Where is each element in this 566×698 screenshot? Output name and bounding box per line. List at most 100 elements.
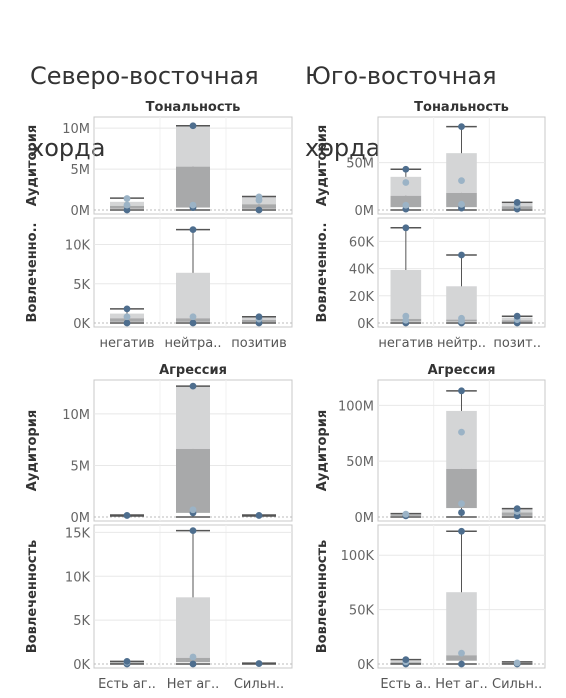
box-lower (446, 655, 477, 661)
box-lower (176, 166, 210, 208)
y-axis-label: Вовлеченно.. (315, 223, 330, 323)
data-point (402, 201, 410, 209)
data-point (402, 656, 410, 664)
x-category-label: Есть аг.. (98, 677, 156, 692)
data-point (458, 177, 465, 185)
y-tick-label: 0K (357, 317, 374, 332)
data-point (123, 195, 131, 202)
data-point (458, 500, 465, 507)
data-point (513, 659, 521, 667)
box-upper (176, 272, 210, 319)
box-upper (390, 176, 422, 196)
data-point (189, 660, 197, 668)
panel-frame (377, 524, 546, 669)
y-axis-label: Аудитория (315, 125, 330, 206)
data-point (458, 527, 465, 535)
data-point (123, 657, 131, 665)
y-tick-label: 50K (349, 604, 375, 619)
panel-frame (93, 524, 293, 669)
data-point (402, 179, 410, 186)
dashboard-title-southeast: Юго-восточная хорда (305, 22, 497, 166)
dashboard-title-line2: хорда (30, 134, 106, 162)
y-tick-label: 15K (65, 526, 91, 541)
y-tick-label: 50M (346, 455, 374, 470)
data-point (458, 428, 465, 436)
data-point (458, 200, 465, 208)
y-axis-label: Вовлеченно.. (25, 223, 40, 323)
data-point (255, 313, 263, 321)
box-lower (176, 448, 210, 513)
y-axis-label: Аудитория (315, 410, 330, 491)
panel-frame (93, 379, 293, 522)
data-point (189, 319, 197, 327)
dashboard-title-line1: Северо-восточная (30, 62, 259, 90)
data-point (513, 199, 521, 206)
data-point (458, 123, 465, 131)
data-point (123, 319, 131, 327)
y-axis-label: Вовлеченность (25, 540, 40, 654)
section-title: Агрессия (159, 363, 227, 378)
y-tick-label: 0M (355, 511, 375, 526)
y-tick-label: 100K (341, 549, 375, 564)
x-category-label: Нет аг.. (435, 677, 488, 692)
y-tick-label: 60K (349, 235, 375, 250)
y-tick-label: 10K (65, 570, 91, 585)
y-tick-label: 40K (349, 263, 375, 278)
data-point (402, 165, 410, 173)
data-point (458, 649, 465, 657)
box-upper (446, 286, 477, 320)
data-point (458, 314, 465, 322)
box-upper (446, 592, 477, 656)
x-category-label: Нет аг.. (167, 677, 220, 692)
data-point (123, 313, 131, 321)
panel-frame (377, 379, 546, 522)
data-point (513, 312, 521, 320)
dashboard-title-line2: хорда (305, 134, 381, 162)
data-point (255, 206, 263, 214)
x-category-label: негатив (100, 336, 155, 351)
data-point (189, 506, 197, 514)
y-tick-label: 10M (62, 408, 90, 423)
data-point (458, 509, 465, 516)
panel-frame (377, 217, 546, 328)
box-lower (242, 204, 276, 209)
box-lower (390, 195, 422, 208)
section-title: Тональность (414, 100, 509, 115)
y-tick-label: 0M (355, 204, 375, 219)
y-tick-label: 5M (71, 163, 91, 178)
box-upper (446, 410, 477, 469)
data-point (189, 313, 197, 321)
panel-frame (93, 116, 293, 215)
data-point (255, 512, 263, 519)
dashboard-title-line1: Юго-восточная (305, 62, 497, 90)
data-point (458, 660, 465, 668)
data-point (458, 387, 465, 395)
dashboard-title-northeast: Северо-восточная хорда (30, 22, 259, 166)
data-point (189, 201, 197, 209)
data-point (189, 122, 197, 130)
data-point (255, 660, 263, 667)
panel-frame (377, 116, 546, 215)
box-lower (446, 192, 477, 208)
y-tick-label: 0K (73, 317, 90, 332)
x-category-label: нейтра.. (164, 336, 221, 351)
box-upper (390, 269, 422, 319)
y-tick-label: 5M (71, 459, 91, 474)
data-point (123, 206, 131, 214)
data-point (189, 527, 197, 535)
data-point (189, 226, 197, 234)
x-category-label: позитив (231, 336, 287, 351)
y-axis-label: Аудитория (25, 410, 40, 491)
box-upper (176, 125, 210, 167)
y-tick-label: 100M (338, 399, 374, 414)
y-axis-label: Аудитория (25, 125, 40, 206)
y-tick-label: 0K (357, 658, 374, 673)
box-upper (176, 597, 210, 658)
x-category-label: Есть а.. (380, 677, 431, 692)
y-tick-label: 10K (65, 239, 91, 254)
data-point (123, 512, 131, 519)
y-tick-label: 50M (346, 157, 374, 172)
y-tick-label: 10M (62, 122, 90, 137)
x-category-label: нейтр.. (437, 336, 486, 351)
